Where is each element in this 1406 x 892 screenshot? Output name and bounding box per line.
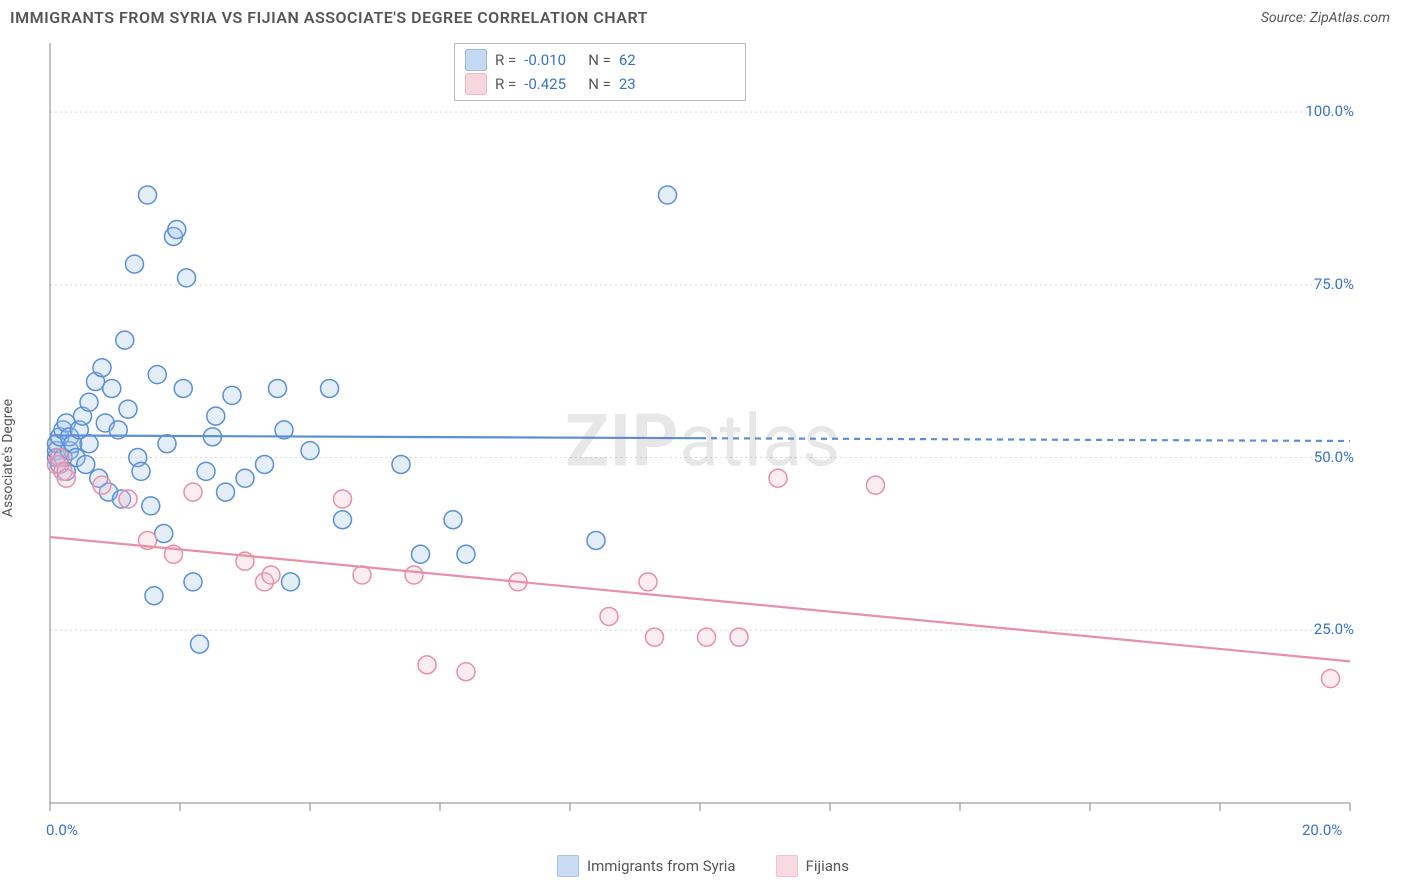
stats-row-syria: R = -0.010 N = 62 xyxy=(465,48,735,72)
legend-item-syria: Immigrants from Syria xyxy=(557,855,736,877)
stats-row-fijians: R = -0.425 N = 23 xyxy=(465,72,735,96)
legend-item-fijians: Fijians xyxy=(776,855,849,877)
source-attribution: Source: ZipAtlas.com xyxy=(1261,10,1390,26)
stats-n-value: 62 xyxy=(619,48,675,72)
legend-label: Immigrants from Syria xyxy=(587,857,736,875)
y-tick-label: 50.0% xyxy=(1314,448,1354,466)
chart-area: Associate's Degree ZIPatlas R = -0.010N … xyxy=(0,33,1406,883)
legend-label: Fijians xyxy=(806,857,849,875)
x-tick-label: 20.0% xyxy=(1302,821,1342,839)
chart-title: IMMIGRANTS FROM SYRIA VS FIJIAN ASSOCIAT… xyxy=(10,8,648,27)
x-tick-label: 0.0% xyxy=(46,821,78,839)
y-tick-label: 75.0% xyxy=(1314,275,1354,293)
stats-swatch-icon xyxy=(465,73,487,95)
source-site: ZipAtlas.com xyxy=(1310,10,1390,26)
legend-swatch-icon xyxy=(557,855,579,877)
stats-r-value: -0.425 xyxy=(524,72,580,96)
y-tick-label: 100.0% xyxy=(1305,102,1354,120)
y-tick-label: 25.0% xyxy=(1314,620,1354,638)
stats-r-label: R = xyxy=(495,48,516,72)
stats-r-value: -0.010 xyxy=(524,48,580,72)
y-axis-label: Associate's Degree xyxy=(0,399,16,517)
scatter-plot-svg xyxy=(0,33,1406,843)
source-prefix: Source: xyxy=(1261,10,1310,26)
stats-swatch-icon xyxy=(465,49,487,71)
stats-n-label: N = xyxy=(588,48,611,72)
correlation-stats-box: R = -0.010 N = 62 R = -0.425 N = 23 xyxy=(454,43,746,101)
stats-n-label: N = xyxy=(588,72,611,96)
header-bar: IMMIGRANTS FROM SYRIA VS FIJIAN ASSOCIAT… xyxy=(0,0,1406,33)
legend-swatch-icon xyxy=(776,855,798,877)
stats-n-value: 23 xyxy=(619,72,675,96)
series-legend: Immigrants from Syria Fijians xyxy=(0,849,1406,883)
stats-r-label: R = xyxy=(495,72,516,96)
